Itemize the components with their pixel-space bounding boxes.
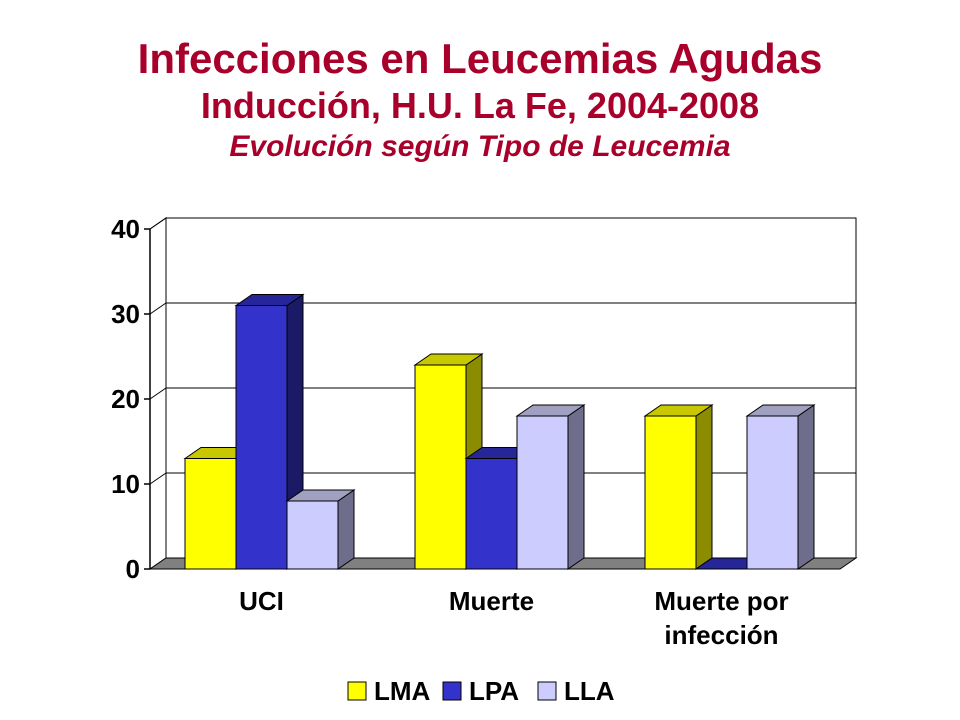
bar-lma [184, 458, 237, 570]
y-tick-label: 30 [111, 299, 140, 329]
bar-top-lla [285, 489, 356, 502]
x-category-label: Muerte por [654, 586, 788, 616]
bar-top-lla [745, 404, 816, 417]
legend-swatch-lla [537, 681, 557, 701]
legend-swatch-lpa [442, 681, 462, 701]
bar-lla [516, 415, 569, 570]
y-tick-label: 40 [111, 214, 140, 244]
gridline-side [149, 472, 167, 485]
x-category-label: UCI [239, 586, 284, 616]
gridline-side [149, 302, 167, 315]
bar-side-lla [337, 489, 355, 570]
legend-swatch-lma [347, 681, 367, 701]
legend-label-lla: LLA [564, 676, 615, 706]
x-category-label: Muerte [449, 586, 534, 616]
bar-lpa [465, 458, 518, 570]
chart-subtitle-italic: Evolución según Tipo de Leucemia [229, 130, 731, 163]
chart-subtitle: Inducción, H.U. La Fe, 2004-2008 [200, 85, 760, 126]
bar-lpa [235, 305, 288, 570]
bar-lma [414, 364, 467, 570]
bar-top-lma [413, 353, 484, 366]
bar-side-lma [695, 404, 713, 570]
gridline-side [149, 217, 167, 230]
bar-top-lpa [234, 294, 305, 306]
bar-lla [746, 415, 799, 570]
y-tick-label: 10 [111, 469, 140, 499]
legend-label-lpa: LPA [469, 676, 519, 706]
y-tick-label: 0 [126, 554, 140, 584]
title-block: Infecciones en Leucemias Agudas Inducció… [0, 34, 960, 166]
gridline-side [149, 387, 167, 400]
x-category-label: infección [664, 620, 778, 650]
chart-title: Infecciones en Leucemias Agudas [137, 35, 823, 82]
bar-top-lma [643, 404, 714, 417]
bar-side-lla [567, 404, 585, 570]
legend-label-lma: LMA [374, 676, 431, 706]
bar-top-lla [515, 404, 586, 417]
bar-lma [644, 415, 697, 570]
bar-side-lla [797, 404, 815, 570]
y-tick-label: 20 [111, 384, 140, 414]
bar-lla [286, 500, 339, 570]
